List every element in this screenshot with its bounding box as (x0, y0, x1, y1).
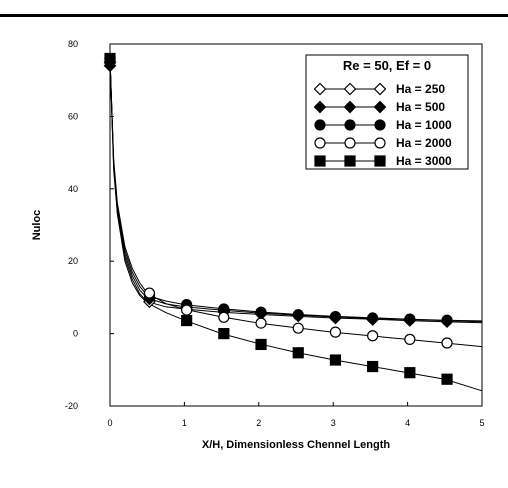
legend-title: Re = 50, Ef = 0 (343, 58, 431, 73)
legend-marker (344, 155, 356, 167)
legend-marker (374, 155, 386, 167)
x-tick-label: 1 (182, 418, 187, 428)
series-point (329, 326, 342, 338)
legend-label: Ha = 3000 (396, 154, 452, 168)
legend-marker (314, 137, 326, 149)
axis-ticks: 0 1 2 3 4 5 -20 0 20 40 60 80 (65, 39, 485, 428)
top-rule (0, 14, 508, 17)
x-tick-label: 2 (256, 418, 261, 428)
legend-label: Ha = 250 (396, 82, 445, 96)
x-tick-label: 0 (107, 418, 112, 428)
legend-marker (373, 82, 387, 96)
series-point (255, 306, 267, 318)
legend-box (305, 54, 469, 170)
legend-marker (343, 100, 357, 114)
legend-marker (314, 155, 326, 167)
y-tick-label: 0 (73, 329, 78, 339)
y-tick-label: 60 (68, 111, 78, 121)
series-point (329, 310, 342, 323)
series-point (218, 311, 230, 323)
legend-marker (374, 119, 386, 131)
x-tick-label: 5 (479, 418, 484, 428)
series-point (292, 347, 304, 359)
series-point (441, 373, 453, 385)
series-markers (103, 52, 454, 385)
series-point (367, 312, 379, 324)
y-tick-label: -20 (65, 401, 78, 411)
x-tick-label: 3 (331, 418, 336, 428)
legend-items: Ha = 250 Ha = 500 Ha = 1000 Ha = 2000 Ha = 3… (313, 82, 452, 168)
legend-marker (373, 100, 387, 114)
legend-marker (314, 119, 326, 131)
series-point (367, 330, 379, 342)
legend-label: Ha = 1000 (396, 118, 452, 132)
series-point (181, 314, 193, 327)
series-point (367, 360, 379, 373)
x-tick-label: 4 (405, 418, 410, 428)
y-tick-label: 80 (68, 39, 78, 49)
legend-marker (374, 137, 386, 149)
series-point (143, 287, 156, 299)
series-point (404, 333, 416, 345)
legend-marker (344, 119, 356, 131)
series-point (329, 354, 342, 366)
legend-label: Ha = 500 (396, 100, 445, 114)
series-point (218, 328, 230, 340)
legend-marker (313, 82, 327, 96)
legend-marker (343, 82, 357, 96)
y-axis-title: Nuloc (31, 210, 43, 241)
series-point (404, 367, 416, 379)
series-point (404, 313, 416, 325)
legend: Re = 50, Ef = 0 Ha = 250 Ha = 500 Ha = 100… (305, 54, 469, 170)
y-tick-label: 20 (68, 256, 78, 266)
plot-frame (109, 43, 483, 407)
series-point (181, 304, 193, 316)
series-point (255, 317, 267, 329)
legend-marker (344, 137, 356, 149)
series-point (292, 322, 304, 334)
legend-marker (313, 100, 327, 114)
series-point (292, 309, 304, 321)
series-point (255, 338, 267, 351)
legend-label: Ha = 2000 (396, 136, 452, 150)
y-tick-label: 40 (68, 184, 78, 194)
series-point (441, 314, 453, 326)
series-point (441, 337, 453, 349)
x-axis-title: X/H, Dimensionless Chennel Length (202, 439, 391, 451)
